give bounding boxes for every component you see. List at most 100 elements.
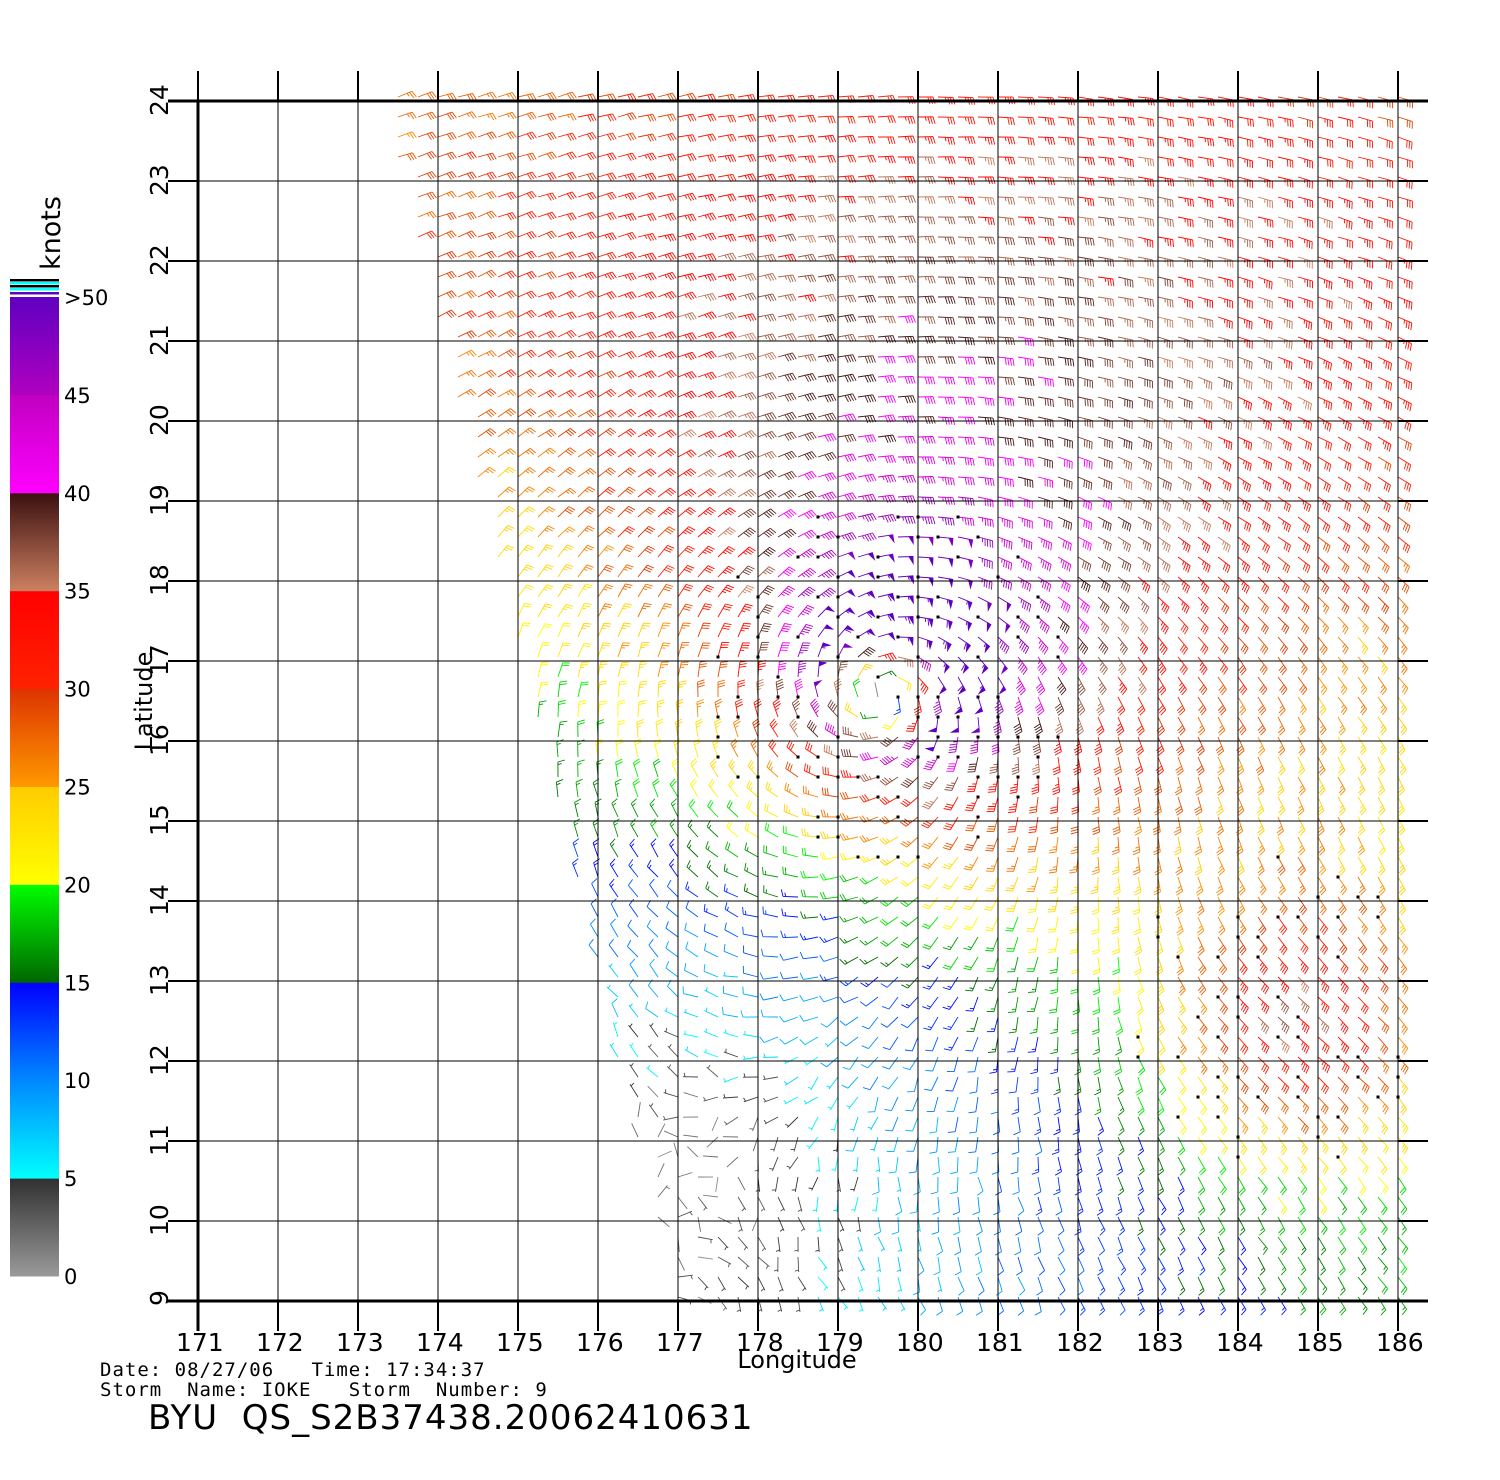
wind-barb bbox=[1017, 456, 1034, 468]
rain-flag bbox=[896, 695, 900, 699]
wind-barb bbox=[615, 738, 624, 758]
wind-barb bbox=[987, 776, 999, 793]
wind-barb bbox=[997, 276, 1015, 286]
wind-barb bbox=[949, 716, 959, 733]
x-axis-title: Longitude bbox=[737, 1346, 856, 1374]
wind-barb bbox=[1157, 1176, 1165, 1196]
wind-barb bbox=[733, 718, 741, 738]
wind-barb bbox=[597, 526, 616, 538]
wind-barb bbox=[1257, 356, 1273, 370]
wind-barb bbox=[1177, 656, 1188, 675]
wind-barb bbox=[1357, 536, 1370, 554]
wind-barb bbox=[1317, 116, 1334, 129]
wind-barb bbox=[797, 490, 817, 501]
wind-barb bbox=[1357, 716, 1368, 735]
wind-barb bbox=[717, 1296, 728, 1311]
wind-barb bbox=[637, 487, 656, 498]
wind-barb bbox=[684, 963, 699, 978]
wind-barb bbox=[1177, 336, 1193, 349]
wind-barb bbox=[614, 778, 622, 798]
wind-barb bbox=[1257, 196, 1273, 209]
wind-barb bbox=[1377, 1016, 1390, 1034]
rain-flag bbox=[776, 675, 780, 679]
wind-barb bbox=[1277, 776, 1285, 796]
wind-barb bbox=[857, 255, 876, 264]
wind-barb bbox=[1317, 1296, 1327, 1316]
wind-barb bbox=[1357, 436, 1372, 452]
wind-barb bbox=[706, 820, 719, 838]
wind-barb bbox=[617, 272, 637, 281]
wind-barb bbox=[1197, 416, 1213, 430]
wind-barb bbox=[897, 636, 914, 647]
wind-barb bbox=[1177, 176, 1194, 187]
wind-barb bbox=[1237, 616, 1250, 635]
wind-barb bbox=[859, 835, 879, 843]
wind-barb bbox=[1077, 656, 1088, 676]
wind-barb bbox=[717, 292, 737, 302]
wind-barb bbox=[1026, 916, 1039, 932]
wind-barb bbox=[830, 1116, 839, 1132]
wind-barb bbox=[797, 509, 817, 520]
colorbar-band bbox=[10, 590, 59, 690]
wind-barb bbox=[819, 873, 839, 881]
rain-flag bbox=[976, 535, 980, 539]
wind-barb bbox=[1377, 916, 1387, 936]
wind-barb bbox=[1357, 336, 1373, 350]
wind-barb bbox=[1113, 976, 1121, 996]
wind-barb bbox=[917, 275, 936, 284]
wind-barb bbox=[1297, 1256, 1307, 1276]
wind-barb bbox=[577, 231, 597, 240]
y-tick-label: 9 bbox=[145, 1290, 174, 1306]
wind-barb bbox=[437, 111, 457, 120]
wind-barb bbox=[577, 719, 585, 738]
wind-barb bbox=[717, 173, 737, 183]
wind-barb bbox=[1257, 96, 1274, 108]
wind-barb bbox=[1013, 716, 1023, 736]
wind-barb bbox=[737, 173, 757, 182]
wind-barb bbox=[1277, 616, 1290, 635]
wind-barb bbox=[1397, 1096, 1408, 1116]
wind-barb bbox=[665, 921, 679, 938]
wind-barb bbox=[1175, 856, 1183, 876]
wind-barb bbox=[1217, 436, 1233, 451]
wind-barb bbox=[1257, 1036, 1270, 1054]
wind-barb bbox=[817, 175, 836, 184]
wind-barb bbox=[1157, 276, 1174, 288]
wind-barb bbox=[795, 1296, 801, 1312]
wind-barb bbox=[1197, 1296, 1205, 1316]
wind-barb bbox=[1097, 576, 1111, 593]
wind-barb bbox=[963, 936, 979, 951]
wind-barb bbox=[977, 476, 995, 487]
wind-barb bbox=[1006, 836, 1019, 852]
wind-barb bbox=[590, 918, 599, 938]
wind-barb bbox=[893, 696, 901, 716]
wind-barb bbox=[1027, 836, 1039, 853]
wind-barb bbox=[697, 133, 717, 142]
wind-barb bbox=[703, 903, 719, 918]
wind-barb bbox=[1157, 1256, 1166, 1276]
wind-barb bbox=[1237, 1036, 1249, 1055]
wind-barb bbox=[1157, 976, 1165, 996]
wind-barb bbox=[1237, 596, 1250, 615]
rain-flag bbox=[816, 815, 820, 819]
wind-barb bbox=[997, 396, 1015, 407]
wind-barb bbox=[817, 433, 837, 442]
wind-barb bbox=[877, 632, 896, 641]
wind-barb bbox=[877, 95, 897, 103]
wind-barb bbox=[1197, 376, 1213, 390]
wind-barb bbox=[1117, 196, 1135, 207]
wind-barb bbox=[777, 450, 797, 461]
wind-barb bbox=[1157, 496, 1172, 512]
wind-barb bbox=[1137, 636, 1149, 655]
wind-barb bbox=[417, 91, 437, 100]
wind-barb bbox=[1137, 1116, 1145, 1136]
wind-barb bbox=[1037, 556, 1052, 572]
wind-barb bbox=[1017, 396, 1035, 407]
wind-barb bbox=[965, 976, 979, 992]
wind-barb bbox=[896, 1176, 902, 1192]
wind-barb bbox=[1357, 796, 1367, 816]
wind-barb bbox=[937, 576, 954, 589]
wind-barb bbox=[1337, 856, 1346, 876]
wind-barb bbox=[677, 371, 697, 380]
wind-barb bbox=[967, 756, 979, 773]
